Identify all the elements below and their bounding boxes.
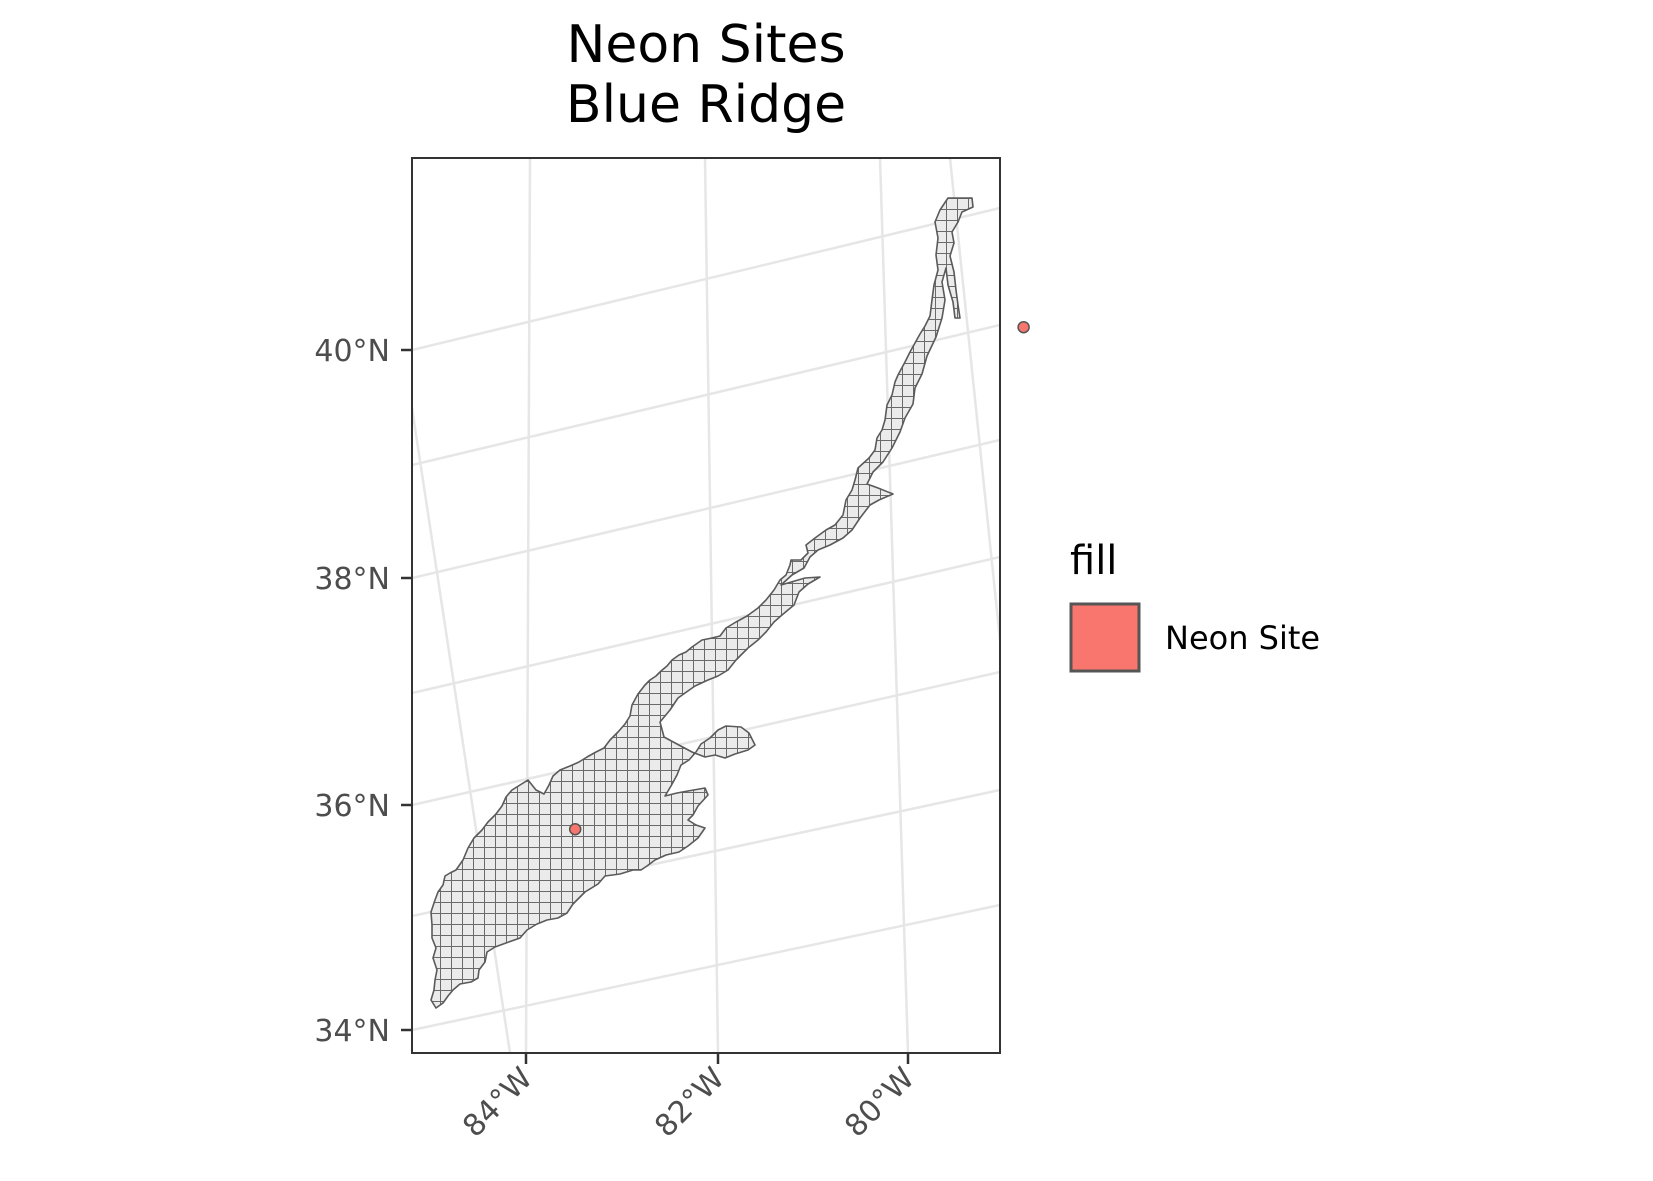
- meridian-82w: [703, 158, 720, 1053]
- parallel-39n: [412, 323, 1000, 467]
- parallel-40n: [412, 206, 1000, 352]
- y-tick-label-40n: 40°N: [314, 334, 390, 369]
- x-axis: [524, 1053, 910, 1064]
- parallel-36n: [412, 670, 1000, 807]
- x-tick-label-82w: 82°W: [648, 1061, 731, 1144]
- legend: fill Neon Site: [1069, 538, 1320, 673]
- site-markers: [568, 320, 1030, 836]
- y-tick-label-38n: 38°N: [314, 562, 390, 597]
- neon-site-marker-1: [1017, 320, 1030, 334]
- blue-ridge-region: [430, 197, 974, 1009]
- chart-title-line-2: Blue Ridge: [566, 75, 846, 135]
- legend-title: fill: [1070, 538, 1117, 584]
- parallel-38n: [412, 438, 1000, 580]
- graticule: [412, 158, 1000, 1053]
- neon-site-marker-2: [568, 822, 582, 836]
- y-tick-label-34n: 34°N: [314, 1014, 390, 1049]
- parallel-34n: [412, 903, 1000, 1032]
- legend-swatch-neon-site: [1069, 602, 1141, 673]
- panel-border: [411, 157, 1001, 1054]
- chart-title-line-1: Neon Sites: [566, 15, 845, 75]
- parallel-37n: [412, 555, 1000, 695]
- meridian-80w: [878, 158, 910, 1053]
- legend-label-neon-site: Neon Site: [1165, 619, 1320, 657]
- y-tick-label-36n: 36°N: [314, 789, 390, 824]
- x-tick-label-84w: 84°W: [456, 1061, 539, 1144]
- y-axis: [401, 348, 412, 1032]
- x-tick-label-80w: 80°W: [838, 1061, 921, 1144]
